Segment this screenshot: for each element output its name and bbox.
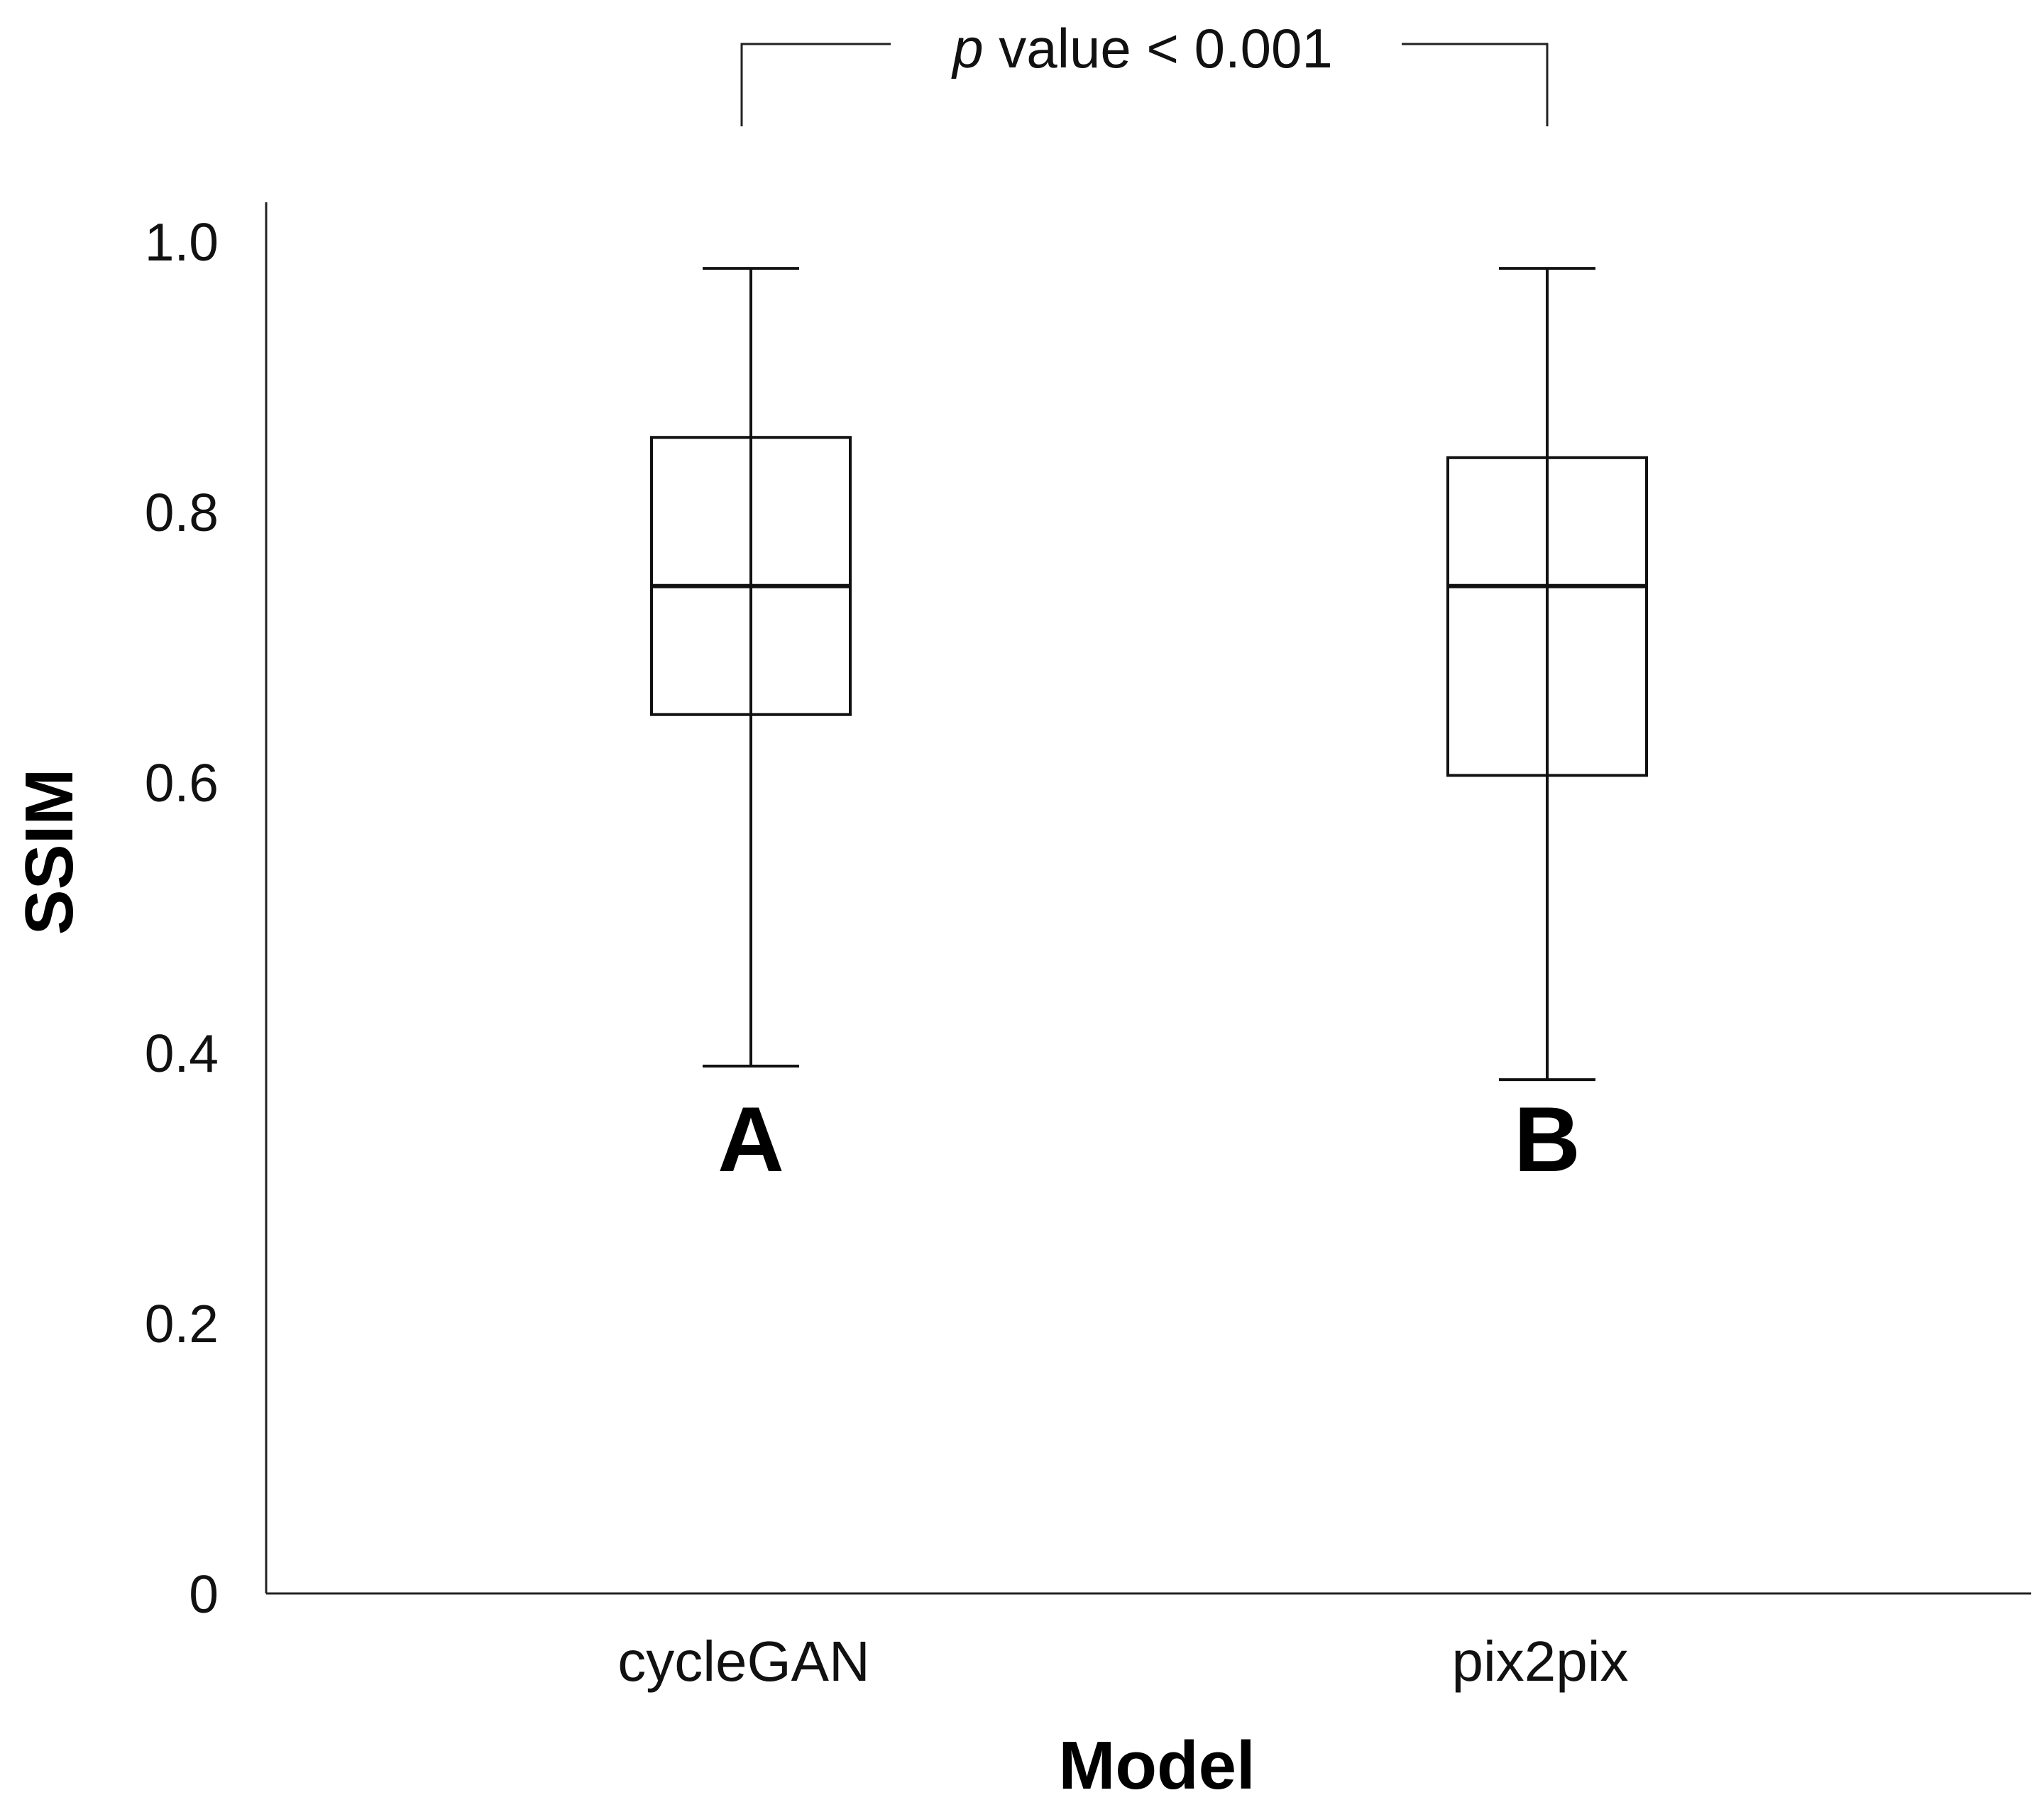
box-pix2pix: B pix2pix xyxy=(1446,267,1648,1693)
y-tick-label: 0.4 xyxy=(145,1024,219,1083)
x-tick-label: cycleGAN xyxy=(617,1630,870,1693)
significance-bracket-right xyxy=(1402,43,1549,126)
y-axis-title: SSIM xyxy=(11,769,87,935)
x-tick-label: pix2pix xyxy=(1451,1630,1628,1693)
y-tick-label: 1.0 xyxy=(145,212,219,272)
y-tick-label: 0.8 xyxy=(145,483,219,542)
y-tick-label: 0.2 xyxy=(145,1294,219,1354)
significance-bracket-left xyxy=(740,43,891,126)
y-tick-labels: 0 0.2 0.4 0.6 0.8 1.0 xyxy=(145,212,219,1624)
group-letter: B xyxy=(1514,1087,1581,1191)
x-axis-title: Model xyxy=(1058,1728,1255,1800)
box-cyclegan: A cycleGAN xyxy=(617,267,870,1693)
p-value-text: value < 0.001 xyxy=(984,17,1333,79)
p-italic: p xyxy=(951,17,983,79)
p-value-annotation: p value < 0.001 xyxy=(951,17,1333,79)
y-tick-label: 0 xyxy=(189,1564,219,1624)
y-tick-label: 0.6 xyxy=(145,753,219,813)
group-letter: A xyxy=(718,1087,784,1191)
